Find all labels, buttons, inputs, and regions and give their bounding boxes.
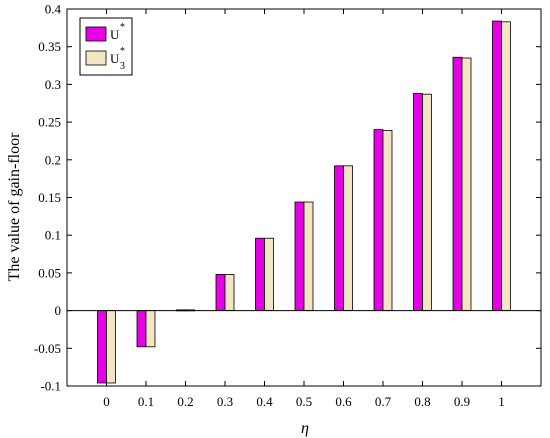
bar-series-1	[492, 20, 502, 312]
bar-series-1	[255, 237, 265, 312]
legend: U *U *3	[79, 17, 133, 76]
legend-swatch-2	[85, 50, 107, 66]
bar-series-1	[334, 165, 344, 312]
legend-label-2: U	[110, 51, 120, 66]
y-tick-label: 0.15	[38, 190, 61, 205]
bar-series-2	[343, 165, 353, 312]
bar-series-2	[145, 310, 156, 348]
legend-label-1: U	[110, 27, 120, 42]
legend-label-base: U	[110, 27, 120, 42]
bar-series-2	[264, 237, 274, 312]
bars-group	[97, 20, 511, 384]
y-axis-ticks: -0.1 -0.05 0 0.05 0.1 0.15 0.2 0.25 0.3 0.35 0.4	[34, 2, 541, 394]
y-tick-label: 0.05	[38, 265, 61, 280]
x-tick-label: 0.5	[296, 394, 312, 409]
bar-series-1	[136, 310, 147, 348]
x-axis-label: η	[301, 420, 309, 437]
y-tick-label: 0.1	[45, 228, 61, 243]
x-tick-label: 0	[103, 394, 110, 409]
y-tick-label: 0.25	[38, 115, 61, 130]
bar-series-2	[422, 93, 432, 311]
y-tick-label: -0.1	[40, 379, 61, 394]
x-axis-ticks: 0 0.1 0.2 0.3 0.4 0.5 0.6 0.7 0.8 0.9 1	[103, 9, 505, 409]
bar-series-1	[452, 56, 463, 311]
bar-series-2	[461, 57, 472, 311]
bar-series-1	[413, 93, 423, 311]
legend-label-sup: *	[120, 22, 125, 33]
legend-label-sub: 3	[120, 61, 125, 72]
x-tick-label: 0.1	[138, 394, 154, 409]
y-tick-label: -0.05	[34, 341, 61, 356]
y-tick-label: 0.3	[45, 77, 61, 92]
bar-series-2	[106, 310, 116, 384]
y-tick-label: 0.2	[45, 152, 61, 167]
bar-series-2	[224, 274, 235, 311]
x-tick-label: 0.8	[414, 394, 430, 409]
legend-swatch-1	[85, 26, 107, 42]
x-tick-label: 0.4	[256, 394, 273, 409]
bar-series-1	[215, 274, 226, 311]
bar-series-1	[294, 201, 305, 311]
y-tick-label: 0.4	[45, 2, 62, 17]
bar-series-2	[501, 21, 511, 312]
bar-series-1	[373, 129, 384, 312]
x-tick-label: 0.6	[335, 394, 352, 409]
x-tick-label: 0.9	[454, 394, 470, 409]
bar-series-1	[97, 310, 107, 384]
bar-series-2	[303, 201, 314, 311]
legend-label-sup: *	[120, 46, 125, 57]
y-tick-label: 0.35	[38, 39, 61, 54]
y-axis-label: The value of gain-floor	[6, 132, 23, 282]
bar-series-2	[382, 129, 393, 311]
x-tick-label: 0.3	[217, 394, 233, 409]
x-tick-label: 0.7	[375, 394, 392, 409]
x-tick-label: 0.2	[177, 394, 193, 409]
y-tick-label: 0	[55, 303, 62, 318]
legend-label-base: U	[110, 51, 120, 66]
x-tick-label: 1	[498, 394, 505, 409]
